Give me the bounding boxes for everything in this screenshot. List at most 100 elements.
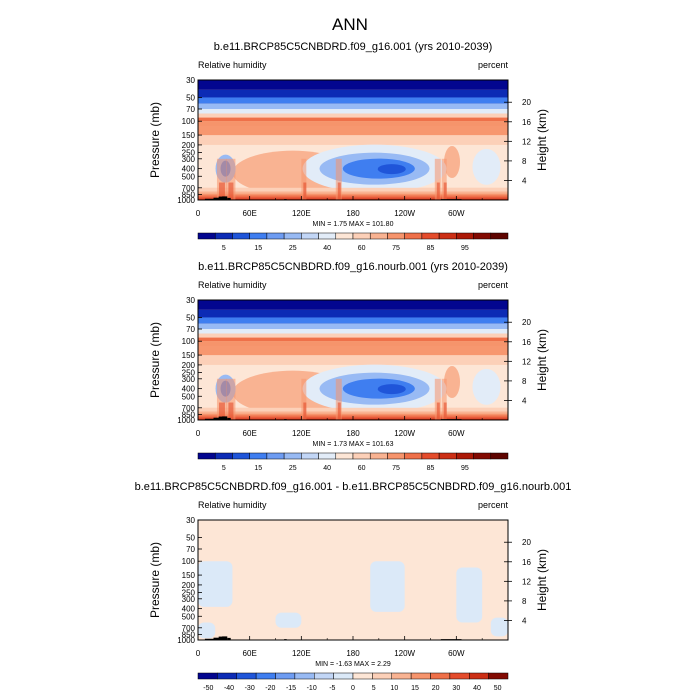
chart-title: b.e11.BRCP85C5CNBDRD.f09_g16.001 (yrs 20… — [214, 41, 493, 53]
y-right-tick-label: 20 — [522, 318, 531, 327]
x-tick-label: 120W — [394, 209, 415, 218]
colorbar-swatch — [352, 232, 371, 240]
x-tick-label: 0 — [196, 429, 201, 438]
colorbar-tick-label: 40 — [323, 465, 331, 472]
y-tick-label: 200 — [182, 361, 196, 370]
colorbar-tick-label: 5 — [222, 465, 226, 472]
y-right-axis-label: Height (km) — [535, 329, 549, 391]
topography-mask — [227, 197, 231, 200]
colorbar-swatch — [214, 452, 233, 460]
colorbar: 5 15 25 40 60 75 85 95 — [197, 452, 509, 472]
y-tick-label: 500 — [182, 612, 196, 621]
y-tick-label: 30 — [186, 76, 195, 85]
colorbar-tick-label: 20 — [432, 685, 440, 692]
y-right-tick-label: 12 — [522, 577, 531, 586]
boundary-layer-band — [198, 187, 508, 192]
topography-mask — [204, 638, 214, 640]
y-tick-label: 850 — [182, 410, 196, 419]
boundary-layer-band — [198, 193, 508, 196]
colorbar-swatch — [335, 452, 354, 460]
colorbar-tick-label: 40 — [323, 245, 331, 252]
variable-label: Relative humidity — [198, 60, 267, 70]
colorbar-swatch — [255, 672, 276, 680]
colorbar-tick-label: 85 — [427, 465, 435, 472]
y-tick-label: 500 — [182, 172, 196, 181]
colorbar-swatch — [232, 452, 250, 460]
colorbar-tick-label: -10 — [307, 685, 317, 692]
convective-plume-core — [337, 182, 341, 200]
panels-group: b.e11.BRCP85C5CNBDRD.f09_g16.001 (yrs 20… — [135, 41, 572, 692]
dry-region — [472, 148, 501, 185]
y-right-tick-label: 8 — [522, 157, 527, 166]
y-right-tick-label: 16 — [522, 118, 531, 127]
contour-field — [198, 80, 508, 200]
y-tick-label: 1000 — [177, 416, 195, 425]
x-tick-label: 180 — [346, 209, 360, 218]
colorbar-swatch — [236, 672, 257, 680]
colorbar-tick-label: -15 — [286, 685, 296, 692]
topography-mask — [227, 417, 231, 420]
colorbar-tick-label: 75 — [392, 465, 400, 472]
dry-region-core — [377, 384, 406, 395]
negative-region — [456, 567, 483, 623]
colorbar-tick-label: 0 — [351, 685, 355, 692]
y-right-tick-label: 4 — [522, 616, 527, 625]
convective-plume-core — [436, 182, 440, 200]
colorbar: -50 -40 -30 -20 -15 -10 -5 0 5 10 15 20 30 40 50 — [197, 672, 509, 692]
topography-mask — [213, 417, 223, 420]
boundary-layer-band — [198, 413, 508, 416]
y-tick-label: 850 — [182, 190, 196, 199]
strat-band — [198, 328, 508, 334]
x-tick-label: 120W — [394, 429, 415, 438]
y-tick-label: 300 — [182, 155, 196, 164]
upper-humid-layer — [198, 341, 508, 356]
strat-band — [198, 317, 508, 324]
colorbar-swatch — [283, 452, 302, 460]
mid-humid-region — [444, 146, 461, 179]
convective-plume — [301, 158, 307, 200]
colorbar-tick-label: 75 — [392, 245, 400, 252]
colorbar-swatch — [387, 452, 405, 460]
colorbar-swatch — [404, 232, 423, 240]
units-label: percent — [478, 60, 509, 70]
strat-band — [198, 309, 508, 318]
colorbar-tick-label: -30 — [245, 685, 255, 692]
y-tick-label: 250 — [182, 369, 196, 378]
colorbar-swatch — [410, 672, 431, 680]
colorbar-tick-label: 40 — [473, 685, 481, 692]
y-tick-label: 500 — [182, 392, 196, 401]
colorbar-swatch — [421, 232, 440, 240]
negative-region — [198, 622, 216, 639]
topography-mask — [204, 198, 214, 200]
convective-plume — [216, 378, 227, 420]
strat-band — [198, 89, 508, 98]
topography-mask — [222, 636, 228, 640]
x-tick-label: 60W — [448, 649, 465, 658]
topography-mask — [213, 197, 223, 200]
mid-humid-region — [444, 366, 461, 399]
colorbar-swatch — [387, 232, 405, 240]
y-right-tick-label: 16 — [522, 558, 531, 567]
colorbar-tick-label: -50 — [203, 685, 213, 692]
y-right-tick-label: 12 — [522, 137, 531, 146]
units-label: percent — [478, 280, 509, 290]
colorbar-swatch — [352, 452, 371, 460]
colorbar-tick-label: 95 — [461, 245, 469, 252]
chart-title: b.e11.BRCP85C5CNBDRD.f09_g16.001 - b.e11… — [135, 481, 572, 493]
y-tick-label: 70 — [186, 325, 195, 334]
colorbar-swatch — [490, 232, 509, 240]
strat-band — [198, 108, 508, 114]
y-tick-label: 400 — [182, 605, 196, 614]
colorbar-swatch — [335, 232, 354, 240]
topography-mask — [204, 418, 214, 420]
dry-region-core — [377, 164, 406, 175]
colorbar-swatch — [430, 672, 451, 680]
y-tick-label: 300 — [182, 375, 196, 384]
colorbar-swatch — [369, 452, 388, 460]
upper-humid-layer — [198, 121, 508, 136]
colorbar-swatch — [438, 232, 457, 240]
y-tick-label: 30 — [186, 296, 195, 305]
colorbar-swatch — [456, 452, 474, 460]
colorbar-swatch — [473, 452, 492, 460]
y-right-tick-label: 4 — [522, 396, 527, 405]
